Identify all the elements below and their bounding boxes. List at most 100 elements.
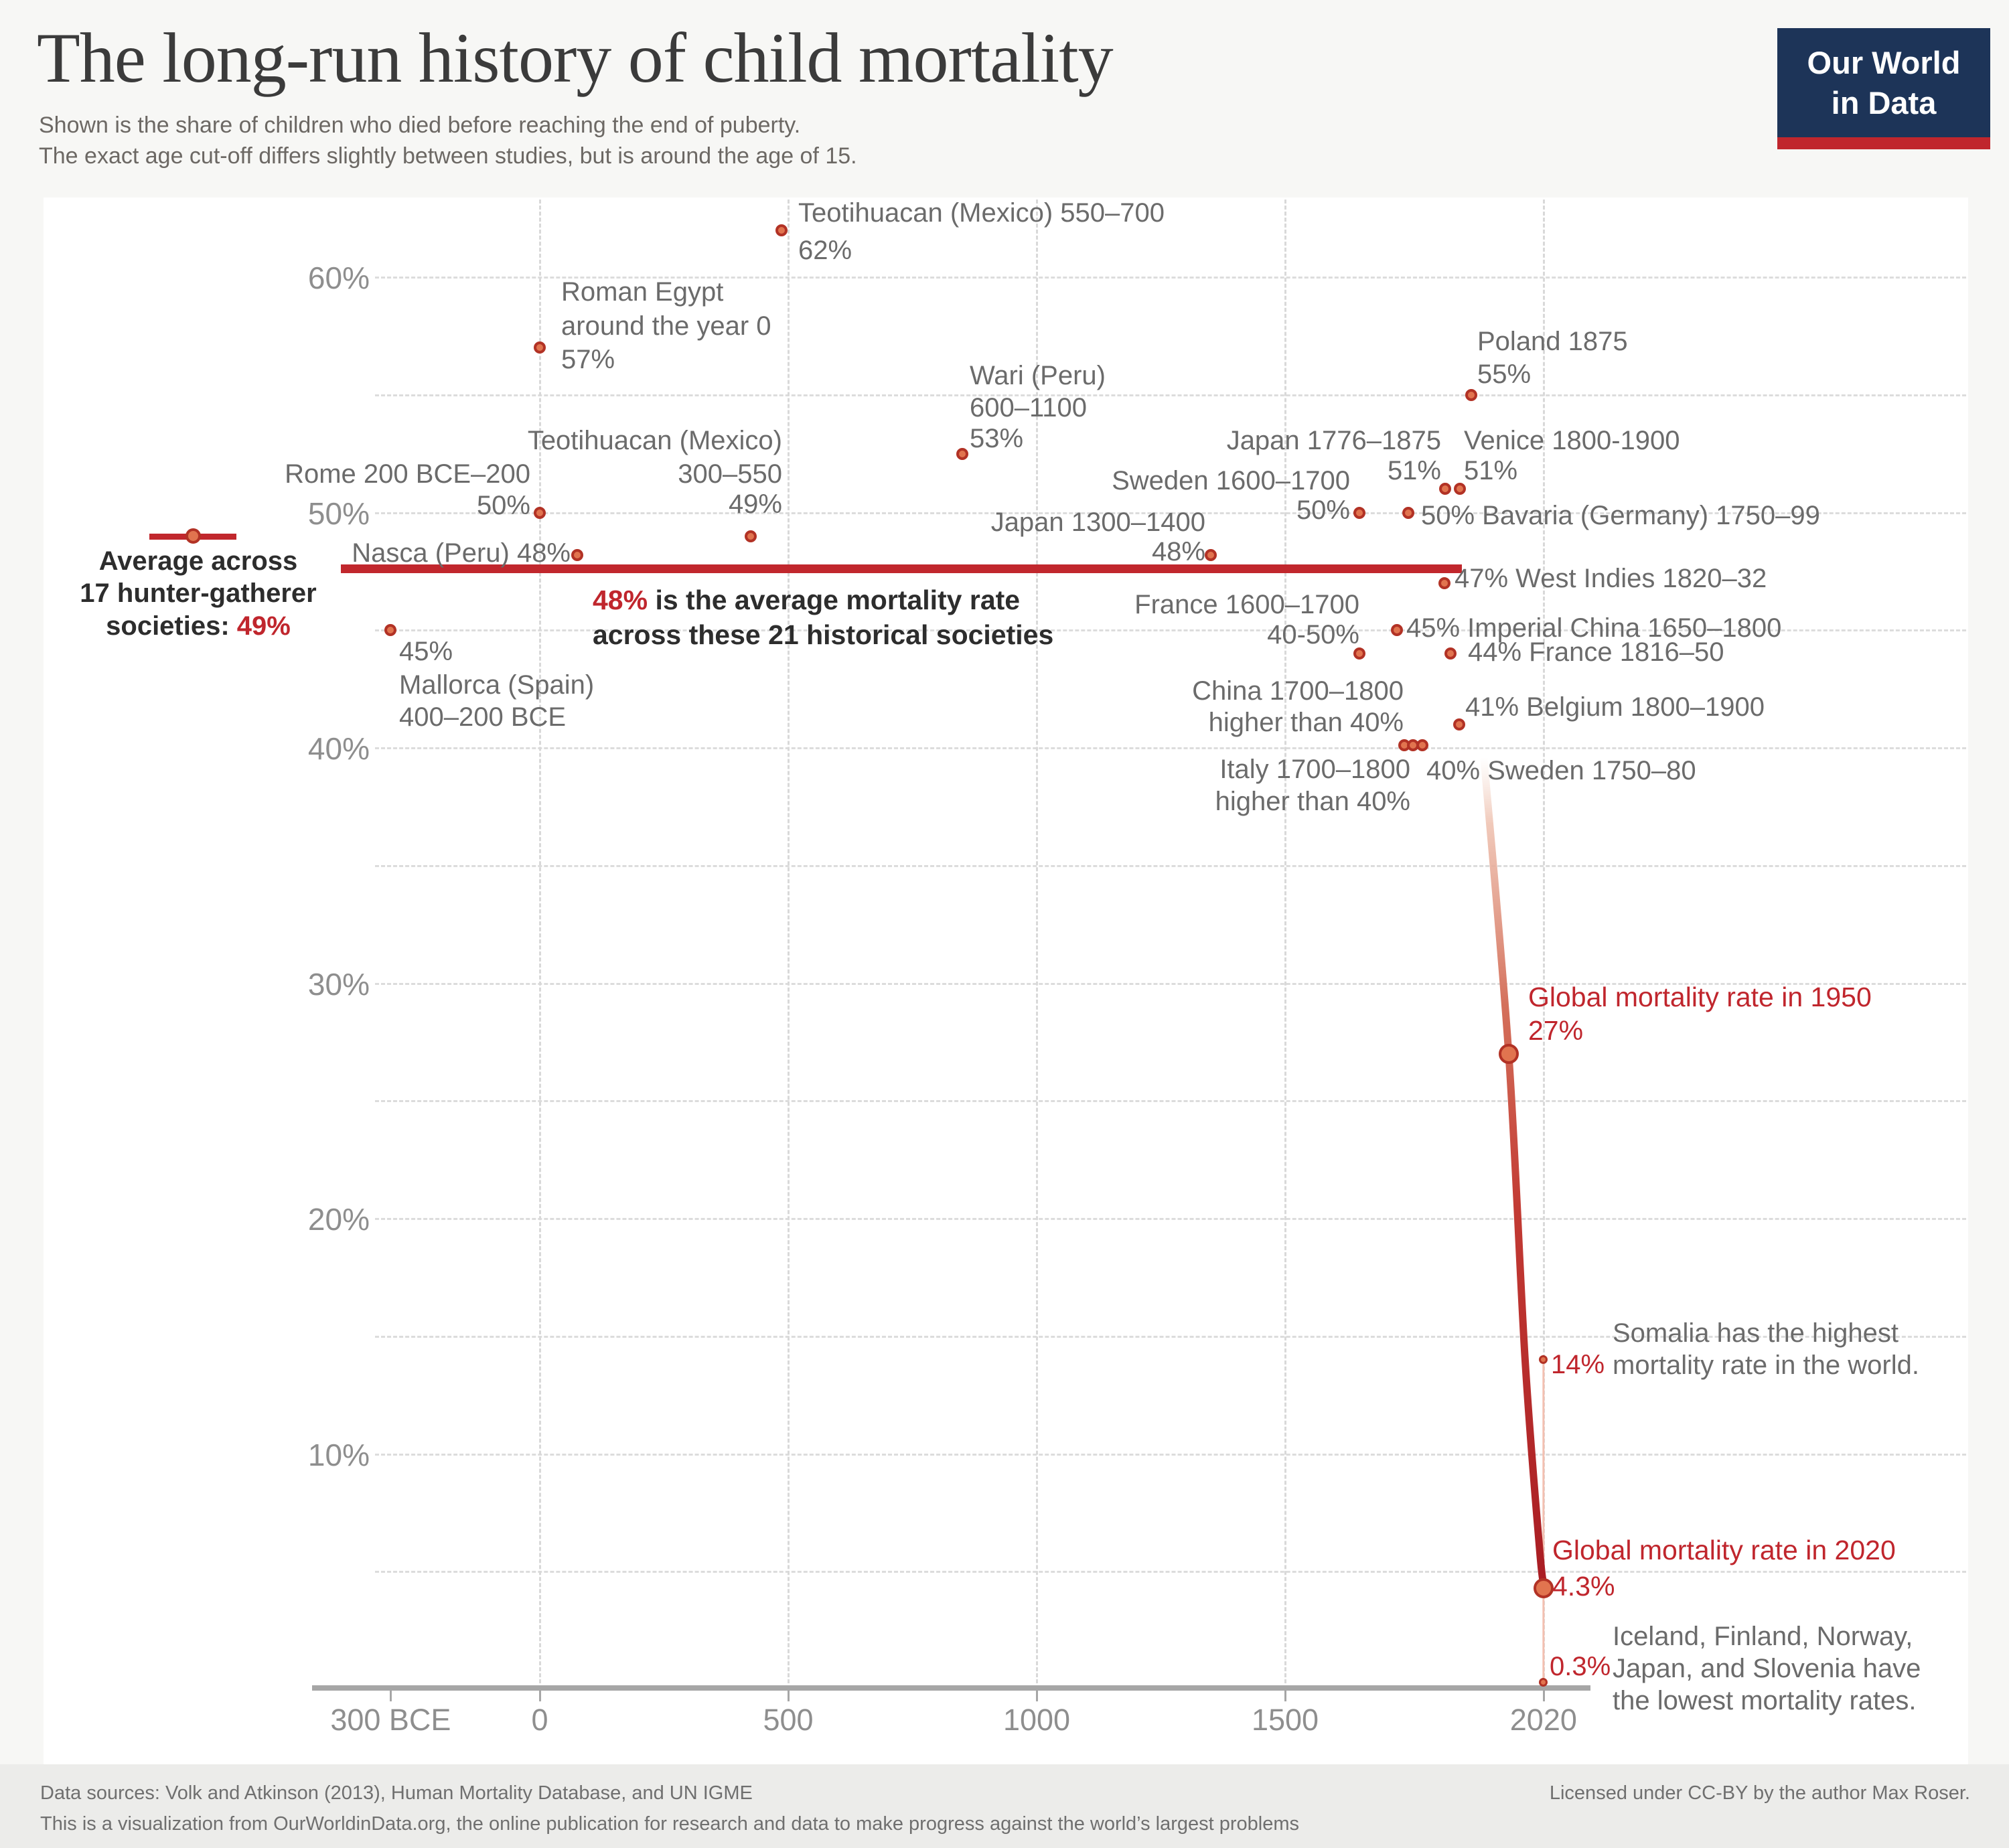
annotation-text: 57% [561, 345, 615, 374]
x-axis-line [312, 1685, 1590, 1691]
gridline-v-1500 [1284, 200, 1286, 1689]
footer-band [0, 1764, 2009, 1848]
dot-imperial-china-1650-1800 [1390, 624, 1403, 637]
annotation-text: Mallorca (Spain) [399, 670, 595, 700]
global-decline-curve [1480, 753, 1548, 1588]
annotation-wari-label-line2: 600–1100 [970, 394, 1087, 421]
average-48pct-line [341, 564, 1463, 573]
owid-logo-text: Our World in Data [1777, 43, 1990, 123]
annotation-text: 49% [728, 489, 782, 519]
dot-roman-egypt [534, 341, 546, 354]
annotation-text: Average across [98, 546, 298, 576]
dot-teotihuacan-550-700 [775, 224, 788, 236]
x-axis-label-0: 0 [531, 1703, 548, 1737]
gridline-h-20 [375, 1218, 1966, 1220]
annotation-text: 4.3% [1552, 1570, 1615, 1602]
annotation-mallorca-label-line1: 45% [399, 638, 453, 665]
annotation-wari-label-line3: 53% [970, 425, 1023, 452]
annotation-global-1950-label-line2: 27% [1528, 1014, 1584, 1046]
annotation-teotihuacan-300-550-label-line3: 49% [729, 491, 782, 518]
owid-logo-line1: Our World [1807, 45, 1961, 80]
annotation-teotihuacan-300-550-label-line2: 300–550 [678, 461, 782, 487]
annotation-france-1816-label: 44% France 1816–50 [1468, 639, 1724, 666]
annotation-text: 48% [1151, 537, 1205, 566]
annotation-roman-egypt-label-line2: around the year 0 [561, 313, 771, 339]
gridline-h-25 [375, 1100, 1966, 1103]
annotation-poland-label-line1: Poland 1875 [1477, 328, 1628, 355]
x-axis-label-300-BCE: 300 BCE [330, 1703, 451, 1737]
dot-rome [534, 506, 546, 519]
annotation-text: 45% [399, 637, 453, 666]
x-axis-tick-300-BCE [390, 1691, 392, 1701]
dot-sweden-1750-80 [1416, 739, 1428, 752]
annotation-text: 50% [1296, 495, 1350, 525]
dot-mallorca-spain [384, 624, 397, 637]
annotation-avg-48-note-line1: 48% is the average mortality rate [593, 584, 1021, 615]
dot-nasca-peru [571, 548, 583, 561]
gridline-v-500 [788, 200, 790, 1689]
annotation-lowest-pct: 0.3% [1550, 1653, 1611, 1680]
footer-data-sources: Data sources: Volk and Atkinson (2013), … [40, 1782, 753, 1804]
dot-wari-peru [956, 447, 968, 460]
dot-venice-1800-1900 [1454, 483, 1467, 495]
annotation-belgium-label: 41% Belgium 1800–1900 [1465, 694, 1765, 720]
annotation-roman-egypt-label-line1: Roman Egypt [561, 279, 723, 305]
chart-subtitle-line1: Shown is the share of children who died … [39, 112, 801, 138]
owid-logo: Our World in Data [1777, 28, 1990, 149]
annotation-italy-1700-label-line2: higher than 40% [1215, 788, 1410, 815]
gridline-h-50 [375, 512, 1966, 514]
annotation-hunter-gatherer-note-line3: societies: 49% [106, 613, 291, 639]
gridline-h-30 [375, 982, 1966, 985]
annotation-text: 44% France 1816–50 [1468, 637, 1724, 667]
gridline-h-45 [375, 629, 1966, 632]
annotation-france-1600-label-line2: 40-50% [1267, 621, 1359, 648]
annotation-text: is the average mortality rate [648, 584, 1021, 615]
owid-logo-line2: in Data [1831, 85, 1937, 121]
x-axis-tick-1000 [1036, 1691, 1038, 1701]
annotation-global-2020-label-line1: Global mortality rate in 2020 [1552, 1534, 1896, 1565]
annotation-text: 51% [1464, 456, 1518, 485]
y-axis-label-30: 30% [307, 966, 370, 1002]
gridline-h-55 [375, 394, 1966, 396]
annotation-text: Japan, and Slovenia have [1613, 1654, 1921, 1683]
dot-bavaria-1750-99 [1402, 506, 1415, 519]
annotation-text: Rome 200 BCE–200 [285, 459, 530, 489]
annotation-mallorca-label-line2: Mallorca (Spain) [399, 672, 594, 698]
annotation-hunter-gatherer-note-line1: Average across [99, 548, 297, 574]
annotation-sweden-1750-label: 40% Sweden 1750–80 [1426, 757, 1696, 784]
dot-west-indies-1820-32 [1438, 576, 1451, 589]
y-axis-label-10: 10% [307, 1437, 370, 1472]
gridline-h-40 [375, 747, 1966, 749]
annotation-text: Somalia has the highest [1613, 1318, 1899, 1348]
annotation-text: 40% Sweden 1750–80 [1426, 756, 1696, 785]
dot-belgium-1800-1900 [1453, 718, 1465, 730]
annotation-text: the lowest mortality rates. [1613, 1686, 1917, 1715]
annotation-text: 27% [1528, 1014, 1584, 1046]
annotation-mallorca-label-line3: 400–200 BCE [399, 704, 566, 730]
annotation-rome-label-line2: 50% [477, 492, 530, 519]
dot-japan-1776-1875 [1438, 483, 1451, 495]
annotation-sweden-1600-label-line1: Sweden 1600–1700 [1112, 467, 1350, 494]
annotation-japan-1300-label-line2: 48% [1152, 538, 1205, 565]
annotation-text: societies: [106, 611, 237, 641]
annotation-text: 400–200 BCE [399, 702, 567, 732]
annotation-global-2020-label-line2: 4.3% [1552, 1570, 1615, 1602]
annotation-text: 50% Bavaria (Germany) 1750–99 [1421, 501, 1820, 530]
annotation-text: 300–550 [678, 459, 782, 489]
x-axis-tick-2020 [1542, 1691, 1545, 1701]
gridline-v-2020 [1542, 200, 1545, 1689]
annotation-text: 0.3% [1550, 1652, 1611, 1681]
annotation-text: 55% [1477, 360, 1532, 389]
dot-somalia-2020 [1538, 1355, 1548, 1365]
annotation-text: across these 21 historical societies [593, 619, 1054, 650]
dot-japan-1300-1400 [1204, 548, 1217, 561]
annotation-text: Global mortality rate in 2020 [1552, 1534, 1896, 1565]
x-axis-label-2020: 2020 [1509, 1703, 1577, 1737]
annotation-somalia-note-line2: mortality rate in the world. [1613, 1352, 1919, 1379]
dot-global-2020 [1533, 1577, 1554, 1598]
annotation-wari-label-line1: Wari (Peru) [970, 362, 1106, 389]
annotation-text: 41% Belgium 1800–1900 [1465, 692, 1765, 722]
annotation-text: 53% [970, 424, 1024, 453]
annotation-roman-egypt-label-line3: 57% [561, 346, 615, 373]
